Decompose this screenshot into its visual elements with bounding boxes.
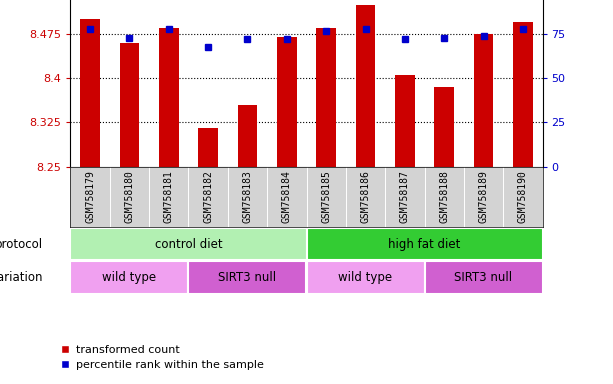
Text: control diet: control diet bbox=[154, 238, 223, 250]
Bar bbox=[306, 261, 424, 294]
Bar bbox=[70, 228, 306, 260]
Bar bbox=[356, 5, 375, 167]
Text: GSM758181: GSM758181 bbox=[164, 170, 174, 223]
Text: GSM758187: GSM758187 bbox=[400, 170, 410, 223]
Bar bbox=[435, 87, 454, 167]
Text: protocol: protocol bbox=[0, 238, 43, 250]
Legend: transformed count, percentile rank within the sample: transformed count, percentile rank withi… bbox=[55, 340, 268, 375]
Bar bbox=[474, 34, 493, 167]
Text: GSM758180: GSM758180 bbox=[124, 170, 134, 223]
Bar bbox=[238, 105, 257, 167]
Bar bbox=[70, 261, 189, 294]
Text: high fat diet: high fat diet bbox=[388, 238, 461, 250]
Text: wild type: wild type bbox=[338, 271, 392, 284]
Bar bbox=[513, 22, 533, 167]
Text: GSM758185: GSM758185 bbox=[321, 170, 331, 223]
Bar bbox=[395, 75, 414, 167]
Bar bbox=[159, 28, 178, 167]
Bar bbox=[199, 128, 218, 167]
Bar bbox=[120, 43, 139, 167]
Text: GSM758189: GSM758189 bbox=[479, 170, 489, 223]
Text: GSM758190: GSM758190 bbox=[518, 170, 528, 223]
Bar bbox=[189, 261, 306, 294]
Text: GSM758179: GSM758179 bbox=[85, 170, 95, 223]
Text: GSM758188: GSM758188 bbox=[439, 170, 449, 223]
Text: GSM758186: GSM758186 bbox=[360, 170, 370, 223]
Bar bbox=[424, 261, 543, 294]
Bar bbox=[306, 228, 543, 260]
Bar bbox=[80, 20, 100, 167]
Text: GSM758182: GSM758182 bbox=[203, 170, 213, 223]
Text: GSM758184: GSM758184 bbox=[282, 170, 292, 223]
Bar bbox=[277, 37, 297, 167]
Text: wild type: wild type bbox=[102, 271, 156, 284]
Text: genotype/variation: genotype/variation bbox=[0, 271, 43, 284]
Text: GSM758183: GSM758183 bbox=[243, 170, 253, 223]
Text: SIRT3 null: SIRT3 null bbox=[454, 271, 512, 284]
Text: SIRT3 null: SIRT3 null bbox=[218, 271, 276, 284]
Bar bbox=[316, 28, 336, 167]
